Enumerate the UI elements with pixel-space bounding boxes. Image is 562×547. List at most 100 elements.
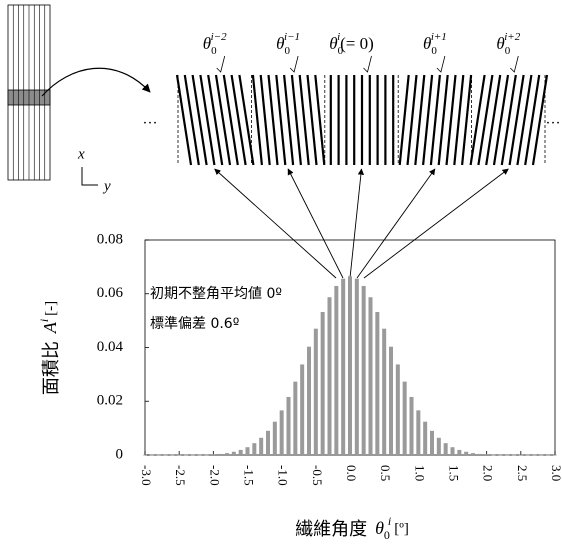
y-axis-title: 面積比Ai[-] [37, 301, 62, 395]
label-sup: i−1 [284, 31, 300, 43]
x-title-sub: 0 [384, 528, 390, 542]
x-tick-label: 2.5 [515, 465, 530, 481]
label-sup: i−2 [211, 31, 227, 43]
figure: x y … … θ0i−2θ0i−1θ0i(= 0)θ0i+1θ0i+2 初期不… [0, 0, 562, 547]
bar [526, 455, 530, 456]
bar [314, 329, 318, 455]
fiber [510, 75, 524, 165]
fiber [525, 75, 539, 165]
fiber [308, 75, 317, 165]
y-tick-label: 0.08 [97, 231, 123, 247]
y-tick-label: 0.06 [97, 285, 124, 301]
fiber [415, 75, 424, 165]
fiber [447, 75, 456, 165]
bar [416, 410, 420, 455]
bar [239, 450, 243, 455]
x-title-sup: i [388, 514, 391, 528]
ellipsis-right: … [546, 111, 561, 127]
bar [225, 453, 229, 455]
bar [355, 279, 359, 455]
x-title-symbol: θ [375, 518, 384, 538]
bar [205, 455, 209, 456]
annotation: 初期不整角平均値 0º [150, 285, 282, 302]
label-sup: i+1 [431, 31, 447, 43]
fiber [193, 75, 207, 165]
fiber [200, 75, 214, 165]
label-sub: 0 [285, 45, 291, 57]
page: {"chart_data": {"type": "bar", "x": [-3.… [0, 0, 562, 547]
plot: 00.020.040.060.08-3.0-2.5-2.0-1.5-1.0-0.… [97, 231, 562, 485]
bar [444, 443, 448, 455]
x-tick-label: -1.5 [242, 465, 257, 486]
fiber [431, 75, 440, 165]
bar [485, 454, 489, 455]
y-title-unit: [-] [43, 301, 59, 316]
bar [451, 447, 455, 455]
fiber [253, 75, 262, 165]
y-title-text: 面積比 [41, 341, 62, 395]
label-sup: i+2 [504, 31, 520, 43]
fiber [315, 75, 324, 165]
pointer-arrow [364, 169, 508, 278]
panels [177, 75, 547, 165]
bar [505, 455, 509, 456]
bar [519, 455, 523, 456]
bar [430, 431, 434, 455]
fiber [502, 75, 516, 165]
bar [437, 438, 441, 455]
bar [410, 397, 414, 455]
bar [348, 276, 352, 455]
angle-labels: θ0i−2θ0i−1θ0i(= 0)θ0i+1θ0i+2 [203, 31, 521, 72]
axis-y-label: y [102, 178, 111, 194]
fiber [269, 75, 278, 165]
fiber [478, 75, 492, 165]
bar [382, 329, 386, 455]
pointer-arrow [215, 169, 336, 278]
fiber [208, 75, 222, 165]
label-sub: 0 [211, 45, 217, 57]
fiber [471, 75, 485, 165]
x-tick-label: 2.0 [481, 465, 496, 481]
bar [266, 431, 270, 455]
fiber [454, 75, 463, 165]
y-title-sup: i [37, 319, 51, 322]
x-tick-label: 1.5 [447, 465, 462, 481]
x-tick-label: -2.5 [173, 465, 188, 486]
y-tick-label: 0.02 [97, 393, 123, 409]
x-tick-label: 0.0 [344, 465, 359, 481]
bar [184, 455, 188, 456]
bar [157, 455, 161, 456]
label-sub: 0 [431, 45, 437, 57]
fiber [224, 75, 238, 165]
fiber [423, 75, 432, 165]
pointer-arrow [350, 169, 362, 278]
bar [150, 455, 154, 456]
x-title-unit: [º] [394, 521, 409, 537]
fiber [284, 75, 293, 165]
bar [464, 452, 468, 455]
bar [259, 438, 263, 455]
fiber [486, 75, 500, 165]
x-tick-label: -0.5 [310, 465, 325, 486]
label-leader [290, 56, 298, 72]
bar [218, 454, 222, 455]
fiber [494, 75, 508, 165]
bar [369, 297, 373, 455]
label-suffix: (= 0) [340, 34, 374, 53]
pointer-arrow [357, 169, 435, 278]
angle-label: θ0i(= 0) [329, 31, 374, 57]
bar [177, 455, 181, 456]
bar [246, 447, 250, 455]
fiber [400, 75, 409, 165]
bar [498, 455, 502, 456]
fiber [216, 75, 230, 165]
bar [293, 382, 297, 455]
bar [478, 454, 482, 455]
bar [170, 455, 174, 456]
fiber [300, 75, 309, 165]
fiber [232, 75, 246, 165]
label-leader [364, 56, 372, 72]
bar [273, 422, 277, 455]
axis-corner [82, 167, 98, 185]
